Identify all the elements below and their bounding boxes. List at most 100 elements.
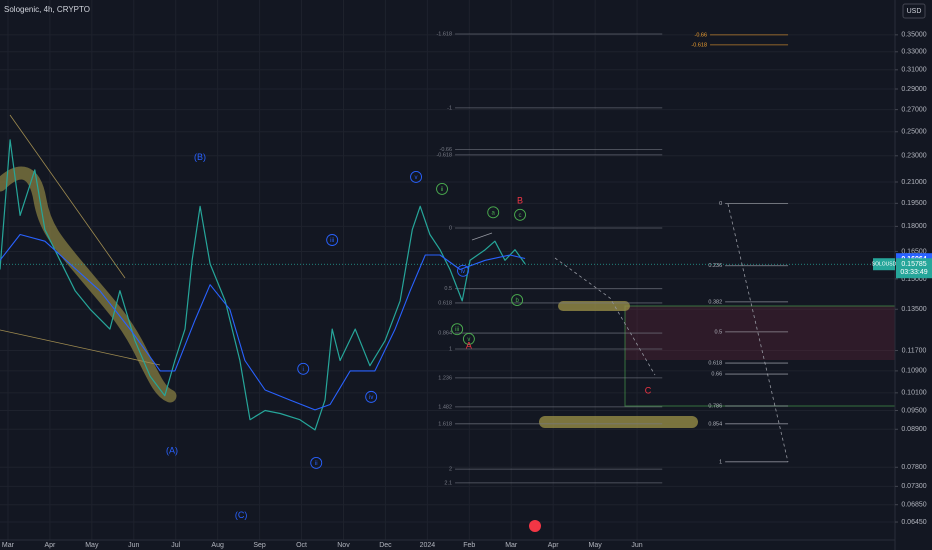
y-tick-label: 0.21000 — [901, 179, 926, 186]
wave-label: B — [517, 196, 523, 206]
y-tick-label: 0.07300 — [901, 483, 926, 490]
x-tick-label: May — [85, 542, 99, 549]
wave-label: iii — [455, 327, 459, 333]
wave-circle — [511, 294, 524, 306]
currency[interactable]: USD — [907, 8, 922, 15]
y-tick-label: 0.15000 — [901, 276, 926, 283]
fib-label: 0 — [719, 201, 722, 207]
drawings — [0, 114, 896, 532]
x-tick-label: May — [589, 542, 603, 549]
x-tick-label: Mar — [505, 542, 518, 549]
x-tick-label: Feb — [463, 542, 475, 549]
wave-label: (B) — [194, 152, 206, 162]
wave-circle — [326, 234, 339, 246]
fib-label: 0.5 — [714, 329, 722, 335]
wave-circle — [310, 456, 323, 469]
wave-label: i — [303, 367, 304, 373]
y-tick-label: 0.10100 — [901, 390, 926, 397]
wave-circle — [451, 323, 464, 336]
x-tick-label: Nov — [337, 542, 350, 549]
y-tick-label: 0.10900 — [901, 368, 926, 375]
projection — [727, 203, 789, 463]
wave-circle — [365, 390, 378, 403]
x-tick-label: Apr — [44, 542, 56, 549]
x-tick-label: Apr — [548, 542, 560, 549]
symbol-tag — [873, 258, 895, 271]
wave-label: A — [466, 340, 472, 350]
wave-circle — [410, 171, 422, 183]
wave-label: C — [645, 386, 652, 396]
wave-circle — [457, 264, 469, 277]
wave-circle — [487, 206, 500, 219]
y-tick-label: 0.25000 — [901, 129, 926, 136]
wave-label: iv — [461, 269, 465, 275]
wave-label: iii — [330, 238, 334, 244]
fib-label: -0.618 — [691, 42, 707, 48]
trendline — [9, 114, 126, 279]
wave-label: iv — [369, 395, 373, 401]
price-line — [0, 233, 526, 411]
y-tick-label: 0.35000 — [901, 32, 926, 39]
fib-label: -0.66 — [440, 147, 453, 153]
x-tick-label: Jun — [631, 542, 642, 549]
y-tick-label: 0.19500 — [901, 200, 926, 207]
fib-label: 0.66 — [711, 372, 722, 378]
wave-label: b — [515, 298, 519, 304]
symbol: SOLOUSD — [872, 262, 897, 268]
y-tick-label: 0.09500 — [901, 407, 926, 414]
currency-button[interactable] — [902, 3, 926, 19]
wave-label: (C) — [235, 510, 248, 520]
fib-label: 2.1 — [444, 480, 452, 486]
fib-label: -0.66 — [694, 32, 707, 38]
y-tick-label: 0.11700 — [902, 347, 927, 354]
last-price-tag — [896, 258, 932, 279]
y-tick-label: 0.31000 — [901, 67, 926, 74]
fib-label: 0.382 — [708, 299, 722, 305]
x-tick-label: 2024 — [420, 542, 436, 549]
fib-label: -0.618 — [436, 152, 452, 158]
fib-label: 1.618 — [438, 421, 452, 427]
trendline — [471, 232, 493, 241]
wave-label: a — [492, 210, 496, 216]
y-tick-label: 0.27000 — [901, 106, 926, 113]
price-line — [0, 139, 526, 431]
x-tick-label: Dec — [379, 542, 392, 549]
target-box — [625, 306, 895, 360]
fib-label: 0.786 — [708, 403, 722, 409]
fib-label: 1 — [719, 459, 722, 465]
y-tick-label: 0.13500 — [901, 306, 926, 313]
fib-label: -1 — [447, 105, 452, 111]
fib-label: 1.482 — [438, 404, 452, 410]
wave-circle — [462, 332, 475, 345]
x-tick-label: Sep — [253, 542, 266, 549]
fib-label: 1 — [449, 346, 452, 352]
x-tick-label: Jun — [128, 542, 139, 549]
x-tick-label: Oct — [296, 542, 307, 549]
wave-circle — [514, 208, 527, 221]
fib-label: 0.618 — [708, 361, 722, 367]
event-icon[interactable] — [529, 520, 541, 532]
wave-label: v — [467, 337, 470, 343]
trendline — [0, 329, 161, 366]
fib-label: 0.236 — [708, 263, 722, 269]
y-tick-label: 0.16500 — [901, 248, 926, 255]
wave-label: ii — [315, 461, 318, 467]
fib-label: 0.864 — [438, 331, 452, 337]
last-price: 0.15785 — [901, 261, 926, 268]
y-tick-label: 0.18000 — [901, 223, 926, 230]
y-tick-label: 0.08900 — [901, 426, 926, 433]
wave-label: ii — [441, 187, 444, 193]
fib-label: 0.5 — [444, 286, 452, 292]
wave-label: c — [519, 213, 522, 219]
y-tick-label: 0.06450 — [901, 519, 926, 526]
chart-title: Sologenic, 4h, CRYPTO — [4, 5, 90, 14]
wave-label: v — [415, 175, 418, 181]
highlight-path — [0, 166, 177, 403]
fib-label: 2 — [449, 467, 452, 473]
x-tick-label: Jul — [171, 542, 180, 549]
y-tick-label: 0.07800 — [901, 464, 926, 471]
y-tick-label: 0.33000 — [901, 49, 926, 56]
fib-label: 0.854 — [708, 421, 722, 427]
countdown: 03:33:49 — [900, 269, 927, 276]
